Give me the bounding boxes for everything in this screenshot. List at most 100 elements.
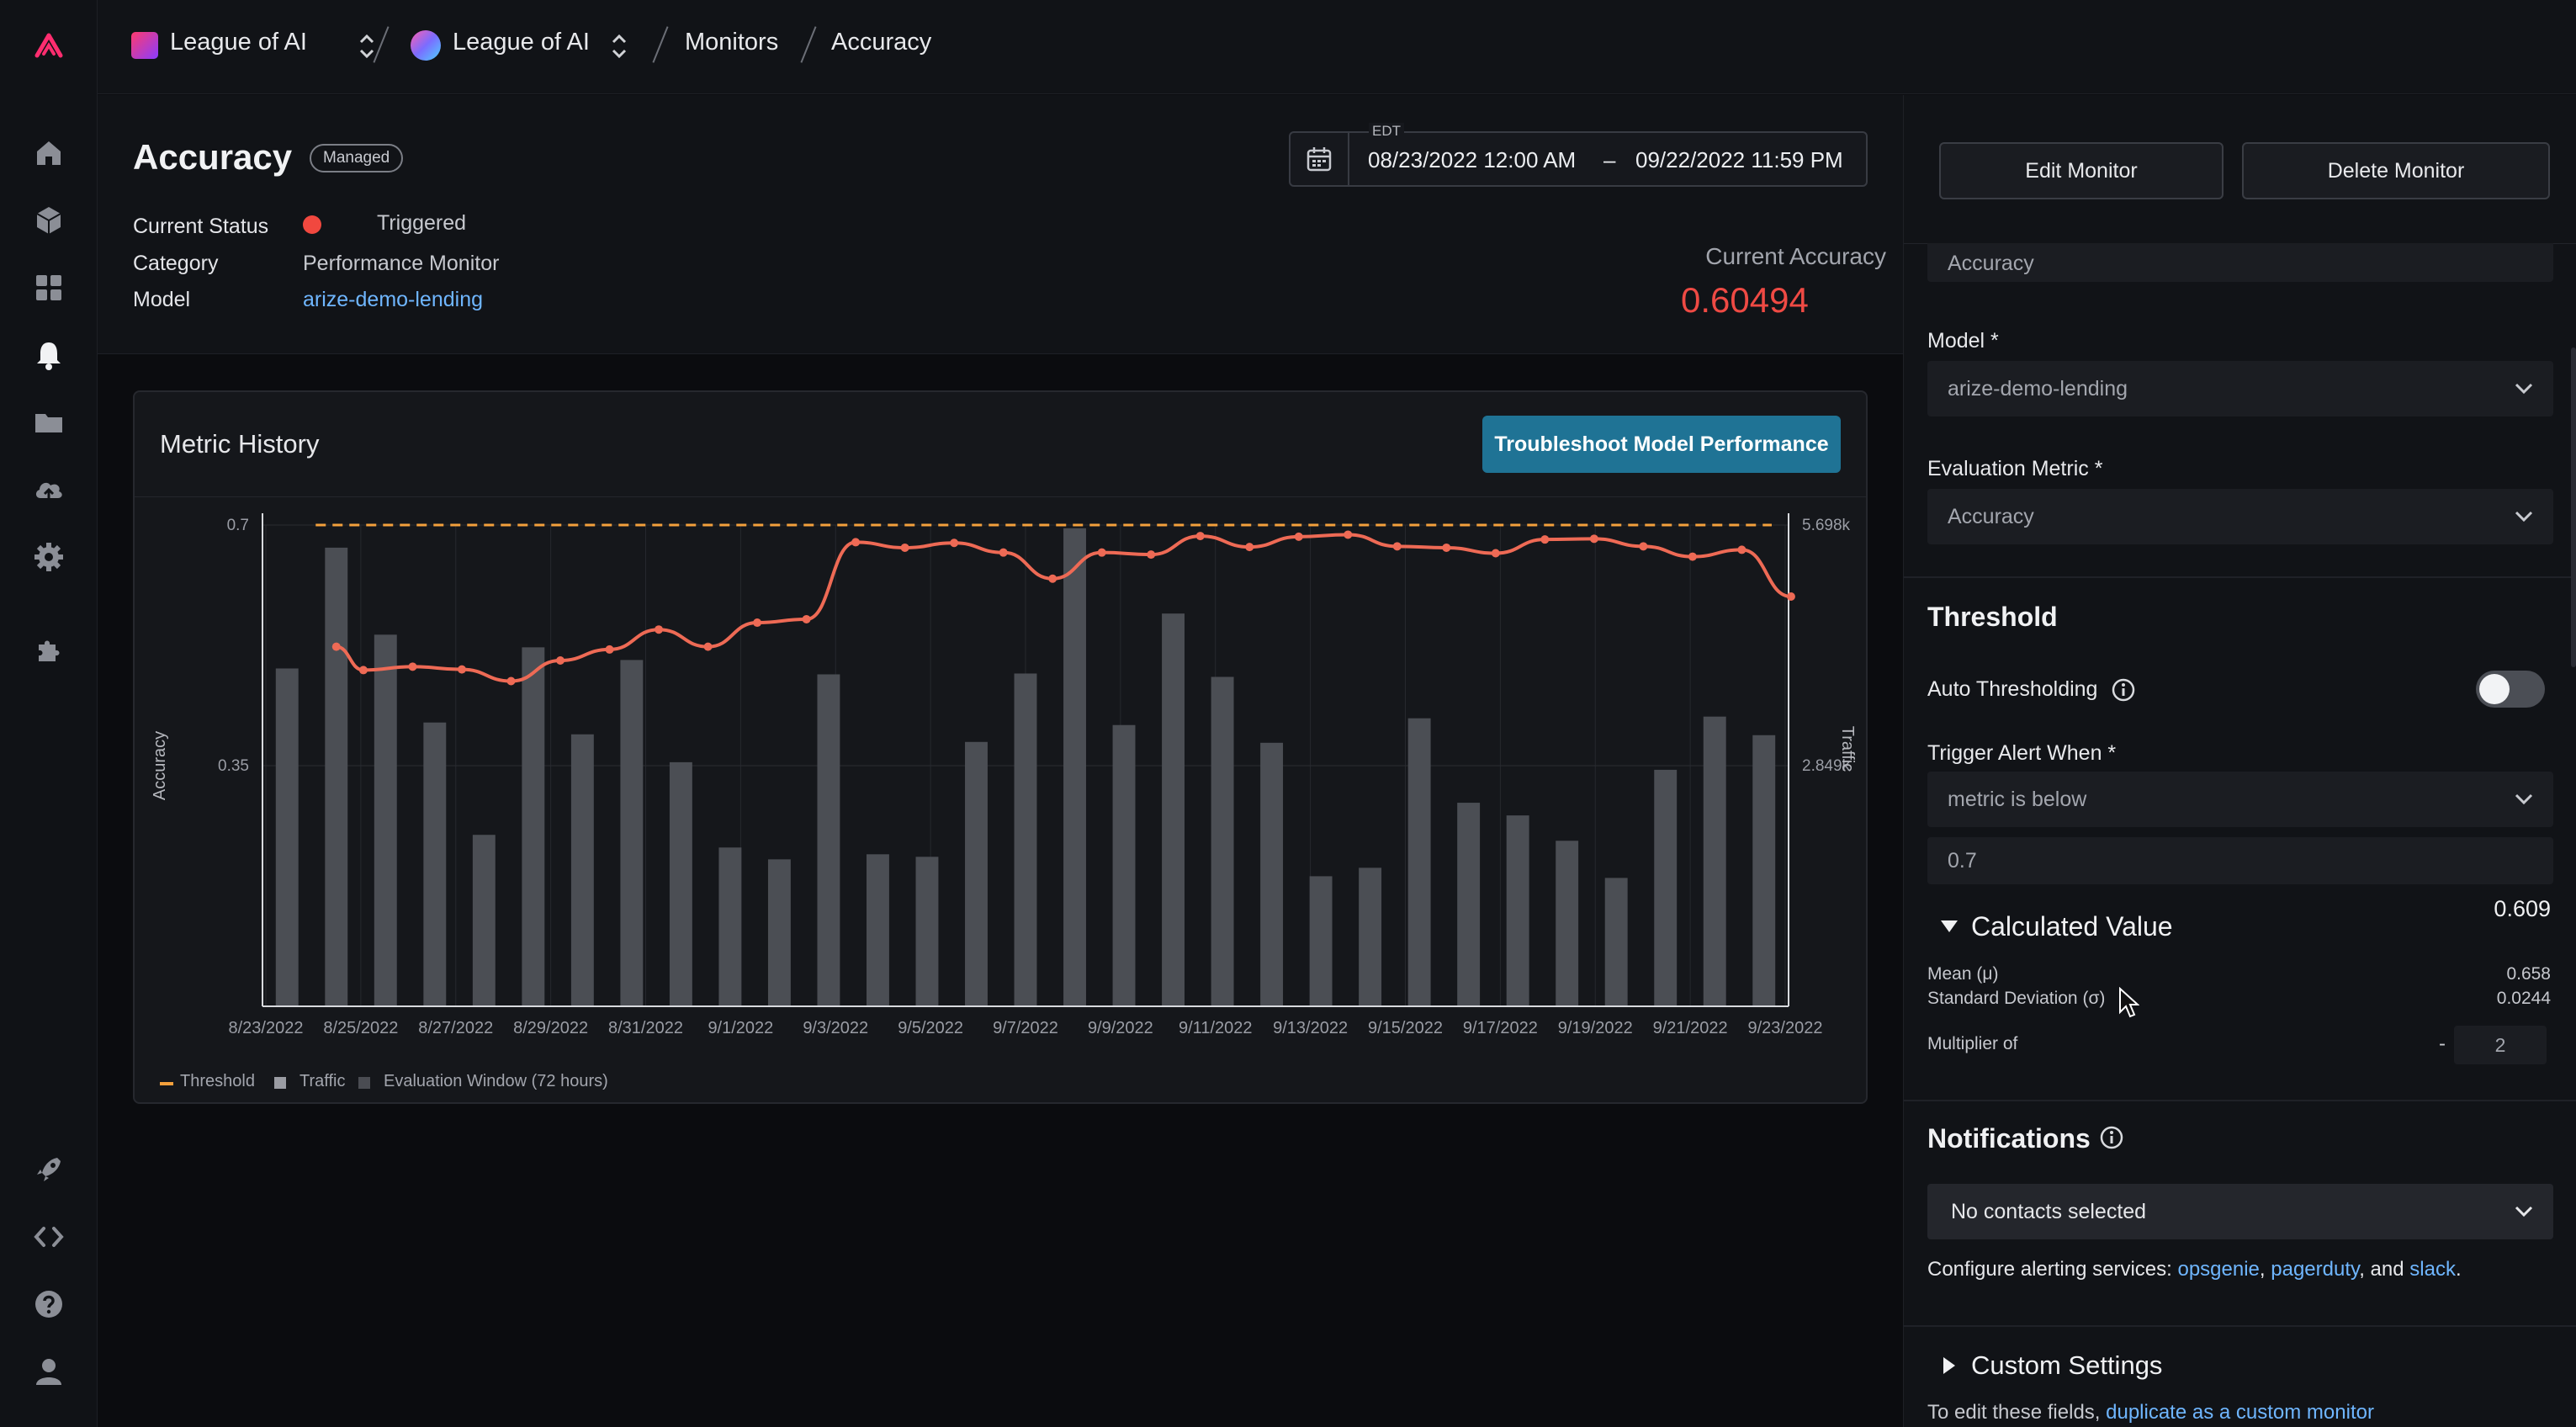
multiplier-input[interactable]: 2: [2454, 1026, 2547, 1064]
left-nav: [0, 0, 98, 1427]
threshold-title: Threshold: [1927, 602, 2058, 632]
slack-link[interactable]: slack: [2409, 1258, 2456, 1281]
y2-tick-label: 5.698k: [1802, 517, 1851, 534]
traffic-bar: [374, 634, 397, 1006]
info-icon[interactable]: [2111, 677, 2136, 703]
edit-prefix: To edit these fields,: [1927, 1401, 2101, 1424]
custom-settings-toggle[interactable]: Custom Settings: [1939, 1345, 2276, 1387]
traffic-bar: [915, 857, 939, 1006]
y-axis-title: Accuracy: [151, 731, 169, 800]
models-cube-icon[interactable]: [29, 200, 69, 241]
traffic-bar: [275, 668, 299, 1006]
date-start: 08/23/2022 12:00 AM: [1368, 147, 1577, 172]
rocket-icon[interactable]: [29, 1149, 69, 1190]
configure-alerting-text: Configure alerting services: opsgenie, p…: [1927, 1258, 2462, 1281]
page-title: Accuracy: [133, 137, 293, 177]
traffic-bar: [1506, 815, 1529, 1006]
accuracy-point: [1195, 532, 1205, 541]
trigger-select[interactable]: metric is below: [1927, 772, 2553, 827]
x-tick-label: 9/21/2022: [1653, 1019, 1728, 1037]
home-icon[interactable]: [29, 133, 69, 173]
multiplier-value: 2: [2494, 1034, 2506, 1056]
calculated-value-toggle[interactable]: Calculated Value: [1939, 906, 2276, 948]
duplicate-custom-monitor-link[interactable]: duplicate as a custom monitor: [2106, 1401, 2374, 1424]
info-icon[interactable]: [2099, 1125, 2124, 1150]
monitors-bell-icon[interactable]: [29, 335, 69, 375]
traffic-bar: [472, 835, 496, 1006]
legend-traffic-swatch: [274, 1077, 286, 1089]
legend-traffic: Traffic: [299, 1072, 346, 1090]
x-tick-label: 9/13/2022: [1273, 1019, 1348, 1037]
threshold-value-input[interactable]: 0.7: [1927, 837, 2553, 884]
section-divider: [1904, 1100, 2576, 1101]
x-tick-label: 9/15/2022: [1368, 1019, 1443, 1037]
auto-thresholding-label: Auto Thresholding: [1927, 677, 2098, 701]
arize-logo-icon[interactable]: [29, 25, 69, 66]
contacts-select-value: No contacts selected: [1951, 1200, 2147, 1223]
integrations-puzzle-icon[interactable]: [29, 629, 69, 670]
edit-monitor-button[interactable]: Edit Monitor: [1939, 142, 2224, 199]
chevron-down-icon: [2515, 511, 2533, 523]
y-tick-label: 0.35: [218, 757, 249, 775]
space-selector[interactable]: League of AI: [131, 22, 384, 69]
x-tick-label: 9/3/2022: [803, 1019, 868, 1037]
troubleshoot-button[interactable]: Troubleshoot Model Performance: [1482, 416, 1841, 473]
breadcrumb-separator: [800, 26, 817, 63]
model-select[interactable]: arize-demo-lending: [1927, 361, 2553, 416]
section-divider: [1904, 576, 2576, 578]
accuracy-point: [802, 614, 811, 623]
accuracy-point: [950, 538, 959, 548]
auto-thresholding-toggle[interactable]: [2476, 671, 2545, 708]
x-tick-label: 9/23/2022: [1748, 1019, 1823, 1037]
traffic-bar: [1703, 716, 1726, 1006]
folder-icon[interactable]: [29, 402, 69, 443]
date-range-picker[interactable]: EDT 08/23/2022 12:00 AM – 09/22/2022 11:…: [1289, 123, 1868, 187]
org-avatar-icon: [411, 30, 441, 61]
traffic-bar: [1457, 803, 1481, 1006]
triggered-status-dot: [303, 215, 321, 234]
breadcrumb-monitors[interactable]: Monitors: [685, 29, 779, 56]
mouse-cursor-icon: [2119, 987, 2139, 1018]
toggle-knob: [2479, 674, 2510, 704]
accuracy-point: [999, 548, 1008, 557]
configure-prefix: Configure alerting services:: [1927, 1258, 2172, 1281]
traffic-bar: [1260, 742, 1284, 1006]
metric-history-card: Metric History Troubleshoot Model Perfor…: [133, 390, 1868, 1104]
managed-badge: Managed: [310, 144, 404, 172]
org-selector[interactable]: League of AI: [411, 22, 663, 69]
accuracy-point: [1540, 535, 1550, 544]
code-icon[interactable]: [29, 1217, 69, 1257]
traffic-bar: [718, 847, 742, 1006]
user-profile-icon[interactable]: [29, 1351, 69, 1392]
category-value: Performance Monitor: [303, 252, 500, 275]
section-divider: [1904, 1325, 2576, 1327]
traffic-bar: [423, 722, 447, 1006]
contacts-select[interactable]: No contacts selected: [1927, 1184, 2553, 1239]
accuracy-point: [753, 618, 762, 628]
trigger-label: Trigger Alert When *: [1927, 741, 2117, 765]
notifications-title: Notifications: [1927, 1123, 2091, 1154]
x-tick-label: 9/1/2022: [708, 1019, 773, 1037]
dashboards-icon[interactable]: [29, 268, 69, 308]
opsgenie-link[interactable]: opsgenie: [2177, 1258, 2260, 1281]
model-link[interactable]: arize-demo-lending: [303, 288, 484, 311]
accuracy-point: [1442, 543, 1451, 552]
metric-select[interactable]: Accuracy: [1927, 489, 2553, 544]
pagerduty-link[interactable]: pagerduty: [2271, 1258, 2360, 1281]
settings-gear-icon[interactable]: [29, 537, 69, 577]
threshold-value-text: 0.7: [1948, 849, 1977, 873]
upload-cloud-icon[interactable]: [29, 469, 69, 510]
metric-field-label: Evaluation Metric *: [1927, 457, 2103, 480]
current-metric-value: 0.60494: [1681, 280, 1809, 320]
legend-eval-window-swatch: [358, 1077, 370, 1089]
traffic-bar: [620, 660, 644, 1006]
traffic-bar: [1359, 867, 1382, 1006]
delete-monitor-button[interactable]: Delete Monitor: [2242, 142, 2550, 199]
org-name: League of AI: [453, 29, 590, 56]
panel-scrollbar[interactable]: [2571, 347, 2576, 667]
accuracy-point: [556, 655, 565, 665]
date-end: 09/22/2022 11:59 PM: [1635, 147, 1843, 172]
monitor-name-field[interactable]: Accuracy: [1927, 243, 2553, 282]
help-icon[interactable]: [29, 1284, 69, 1324]
chevron-down-icon: [2515, 383, 2533, 395]
